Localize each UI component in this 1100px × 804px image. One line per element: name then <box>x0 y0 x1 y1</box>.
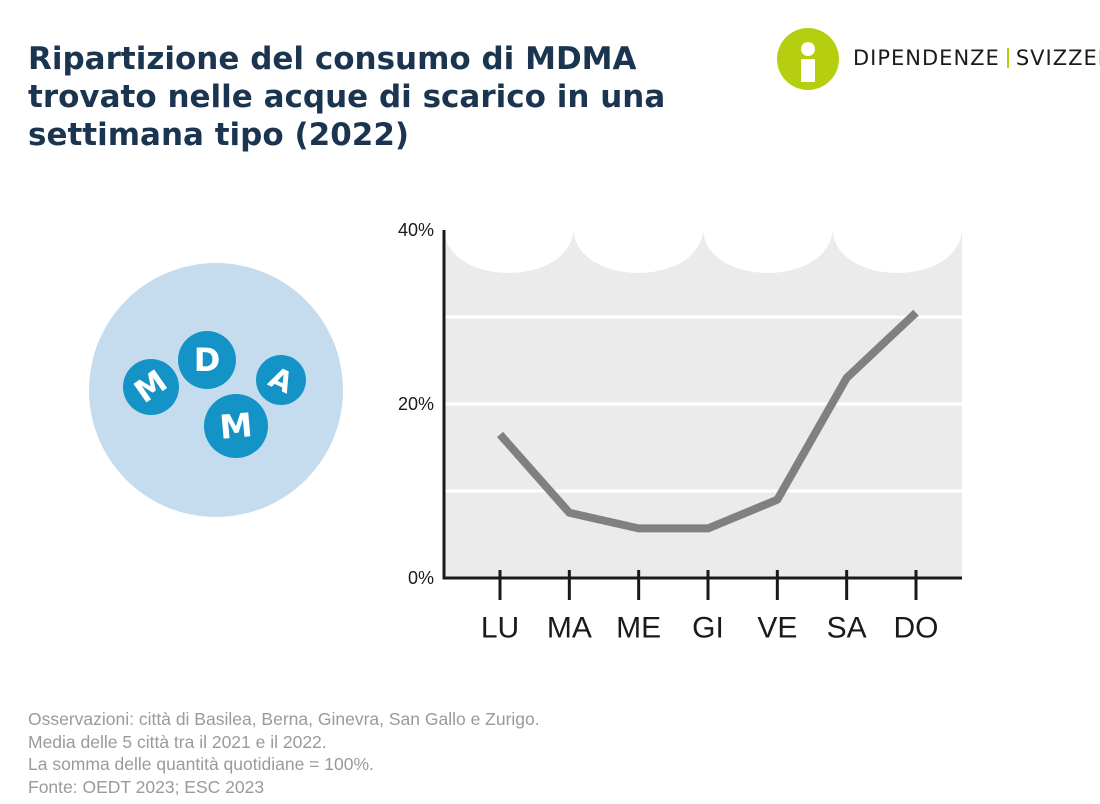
pill-d: D <box>178 331 236 389</box>
logo-wordmark: DIPENDENZE SVIZZERA <box>853 46 1100 70</box>
logo-text-left: DIPENDENZE <box>853 46 1000 70</box>
x-tick-label: DO <box>894 612 939 645</box>
pill-m-left: M <box>123 359 179 415</box>
y-tick-label: 40% <box>398 220 434 240</box>
title-line-3: settimana tipo (2022) <box>28 117 410 153</box>
pill-m-bottom: M <box>204 394 268 458</box>
x-axis-tick-labels: LU MA ME GI VE SA DO <box>481 612 939 645</box>
y-tick-label: 20% <box>398 394 434 414</box>
illustration-background-circle <box>89 263 343 517</box>
gridlines <box>444 315 962 493</box>
x-tick-label: VE <box>757 612 797 645</box>
data-point <box>916 312 917 313</box>
axes <box>442 230 962 580</box>
pill-a: A <box>256 355 306 405</box>
person-circle-icon <box>777 28 839 90</box>
note-observations: Osservazioni: città di Basilea, Berna, G… <box>28 709 540 729</box>
brand-logo: DIPENDENZE SVIZZERA <box>777 28 1100 90</box>
chart-title: Ripartizione del consumo di MDMA trovato… <box>28 40 668 154</box>
series-group <box>497 309 919 533</box>
x-tick-label: SA <box>827 612 867 645</box>
title-line-1: Ripartizione del consumo di MDMA <box>28 41 637 77</box>
pill-letter-d: D <box>194 341 221 379</box>
x-tick-label: MA <box>547 612 592 645</box>
data-point <box>569 512 570 513</box>
logo-text-right: SVIZZERA <box>1015 46 1100 70</box>
note-sum: La somma delle quantità quotidiane = 100… <box>28 754 374 774</box>
title-line-2: trovato nelle acque di scarico in una <box>28 79 666 115</box>
y-tick-label: 0% <box>408 568 434 588</box>
data-point <box>777 499 778 500</box>
logo-separator <box>1006 48 1009 68</box>
data-point <box>500 434 501 435</box>
note-source: Fonte: OEDT 2023; ESC 2023 <box>28 776 265 797</box>
x-tick-label: GI <box>692 612 724 645</box>
data-point <box>846 377 847 378</box>
x-axis-ticks <box>498 570 918 600</box>
line-chart: 0% 20% 40% LU MA ME GI VE SA DO <box>398 220 962 645</box>
chart-notes: Osservazioni: città di Basilea, Berna, G… <box>28 708 540 798</box>
series-line <box>497 309 919 533</box>
note-average: Media delle 5 città tra il 2021 e il 202… <box>28 731 327 752</box>
mdma-pills-illustration: M D A M <box>89 263 343 517</box>
y-axis-tick-labels: 0% 20% 40% <box>398 220 434 588</box>
x-tick-label: LU <box>481 612 519 645</box>
data-point <box>708 528 709 529</box>
pill-letter-m-bottom: M <box>218 405 254 447</box>
data-point <box>638 528 639 529</box>
x-tick-label: ME <box>616 612 661 645</box>
